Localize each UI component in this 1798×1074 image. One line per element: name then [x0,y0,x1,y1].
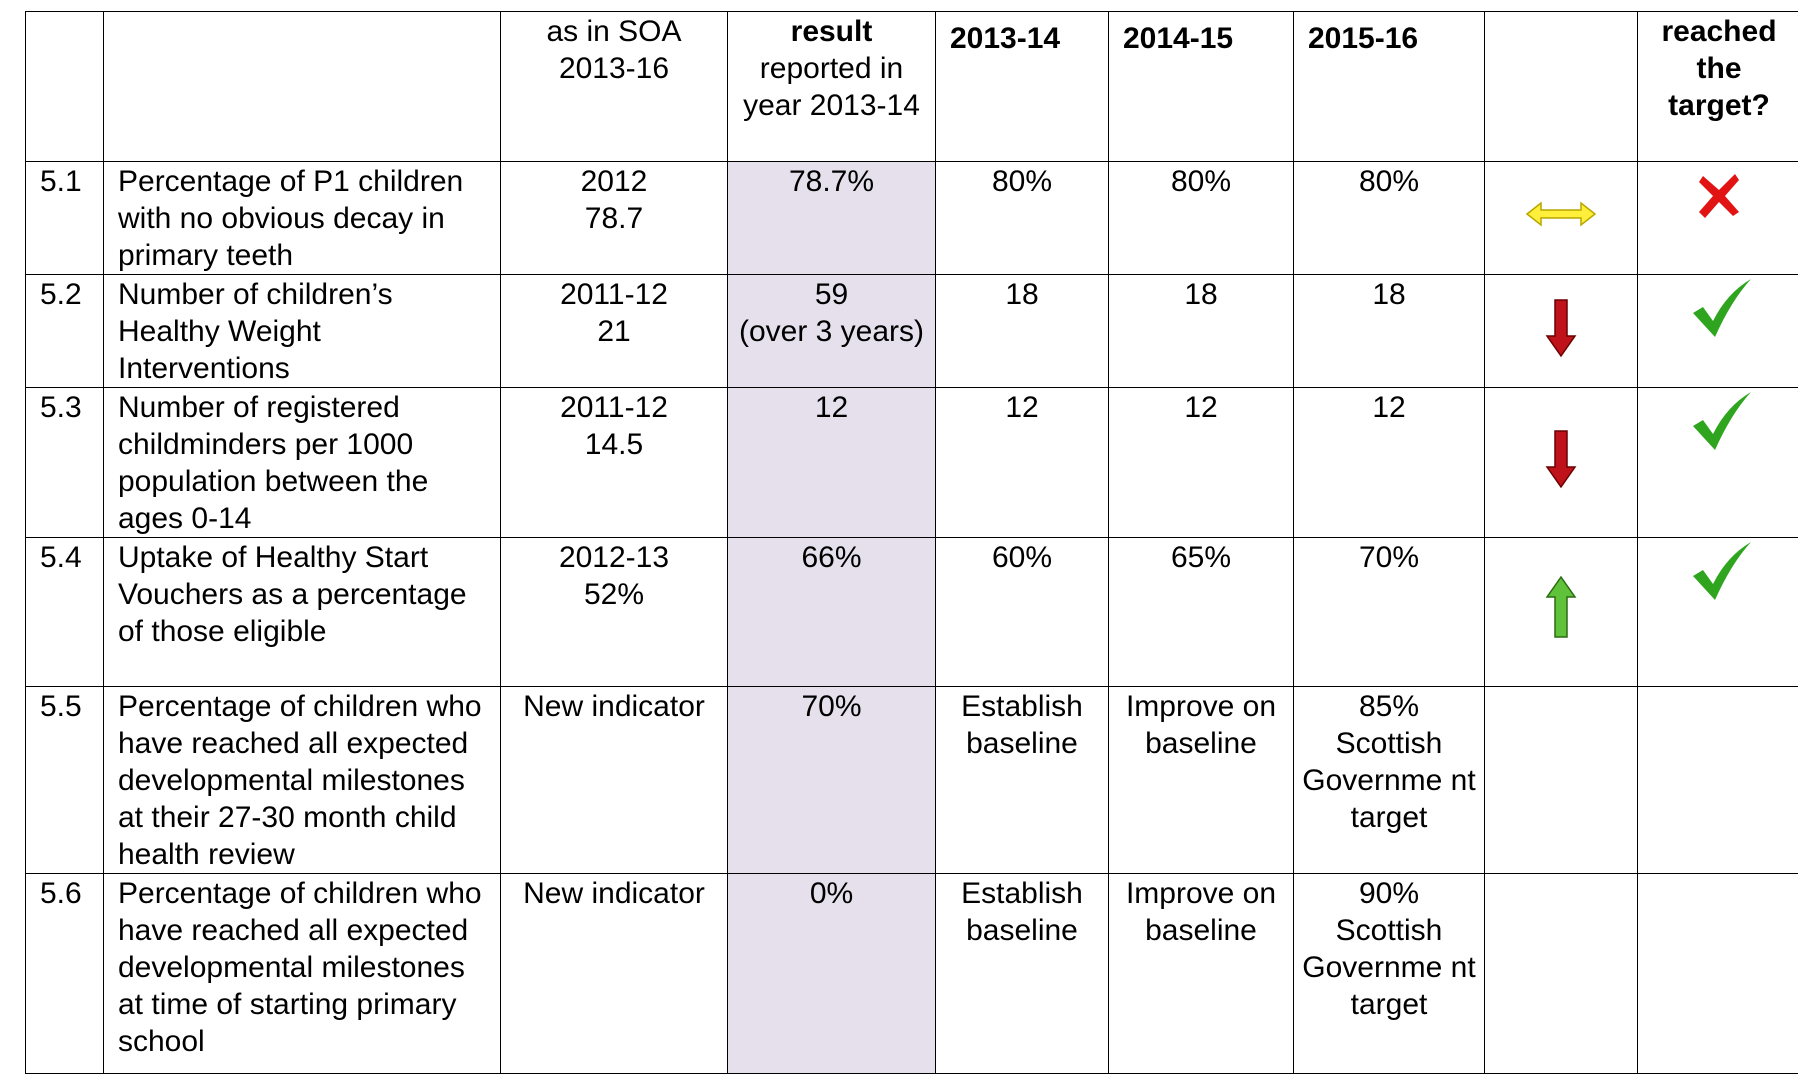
baseline: 2012-13 52% [501,538,728,687]
indicator: Number of registered childminders per 10… [104,388,501,538]
target: 80% [936,162,1109,275]
target: 18 [1294,275,1485,388]
reached-cell [1638,687,1798,874]
no-icon [1679,162,1759,232]
up-icon [1521,573,1601,643]
indicator: Percentage of P1 children with no obviou… [104,162,501,275]
result: 12 [728,388,936,538]
trend-cell [1485,388,1638,538]
baseline: New indicator [501,687,728,874]
target: 85% Scottish Governme nt target [1294,687,1485,874]
header-cell [1485,12,1638,162]
target: 65% [1109,538,1294,687]
reached-cell [1638,538,1798,687]
trend-cell [1485,275,1638,388]
yes-icon [1679,538,1759,608]
target: Establish baseline [936,687,1109,874]
row-id: 5.3 [26,388,104,538]
reached-cell [1638,388,1798,538]
target: 12 [1109,388,1294,538]
header-cell: reached the target? [1638,12,1798,162]
baseline: 2011-12 14.5 [501,388,728,538]
baseline: 2012 78.7 [501,162,728,275]
reached-cell [1638,275,1798,388]
header-cell [104,12,501,162]
header-bold: result [734,13,929,50]
result: 78.7% [728,162,936,275]
indicator: Percentage of children who have reached … [104,687,501,874]
reached-cell [1638,162,1798,275]
result: 70% [728,687,936,874]
header-cell: as in SOA 2013-16 [501,12,728,162]
header-cell: 2014-15 [1109,12,1294,162]
indicator: Uptake of Healthy Start Vouchers as a pe… [104,538,501,687]
row-id: 5.6 [26,874,104,1074]
row-id: 5.4 [26,538,104,687]
baseline: New indicator [501,874,728,1074]
trend-cell [1485,538,1638,687]
target: Improve on baseline [1109,687,1294,874]
baseline: 2011-12 21 [501,275,728,388]
down-icon [1521,423,1601,493]
target: 70% [1294,538,1485,687]
result: 66% [728,538,936,687]
reached-cell [1638,874,1798,1074]
row-id: 5.1 [26,162,104,275]
target: 80% [1294,162,1485,275]
trend-cell [1485,162,1638,275]
target: Establish baseline [936,874,1109,1074]
same-icon [1521,179,1601,249]
header-cell: 2013-14 [936,12,1109,162]
indicator: Number of children’s Healthy Weight Inte… [104,275,501,388]
trend-cell [1485,687,1638,874]
target: 80% [1109,162,1294,275]
header-cell: 2015-16 [1294,12,1485,162]
yes-icon [1679,275,1759,345]
yes-icon [1679,388,1759,458]
target: 90% Scottish Governme nt target [1294,874,1485,1074]
down-icon [1521,292,1601,362]
target: 12 [936,388,1109,538]
target: 60% [936,538,1109,687]
page: {"header": {"cells": ["", "", "as in SOA… [0,0,1798,1048]
row-id: 5.5 [26,687,104,874]
result: 59 (over 3 years) [728,275,936,388]
result: 0% [728,874,936,1074]
target: Improve on baseline [1109,874,1294,1074]
header-text: reported in year 2013-14 [734,50,929,124]
row-id: 5.2 [26,275,104,388]
target: 18 [936,275,1109,388]
trend-cell [1485,874,1638,1074]
indicator: Percentage of children who have reached … [104,874,501,1074]
header-cell [26,12,104,162]
target: 12 [1294,388,1485,538]
target: 18 [1109,275,1294,388]
